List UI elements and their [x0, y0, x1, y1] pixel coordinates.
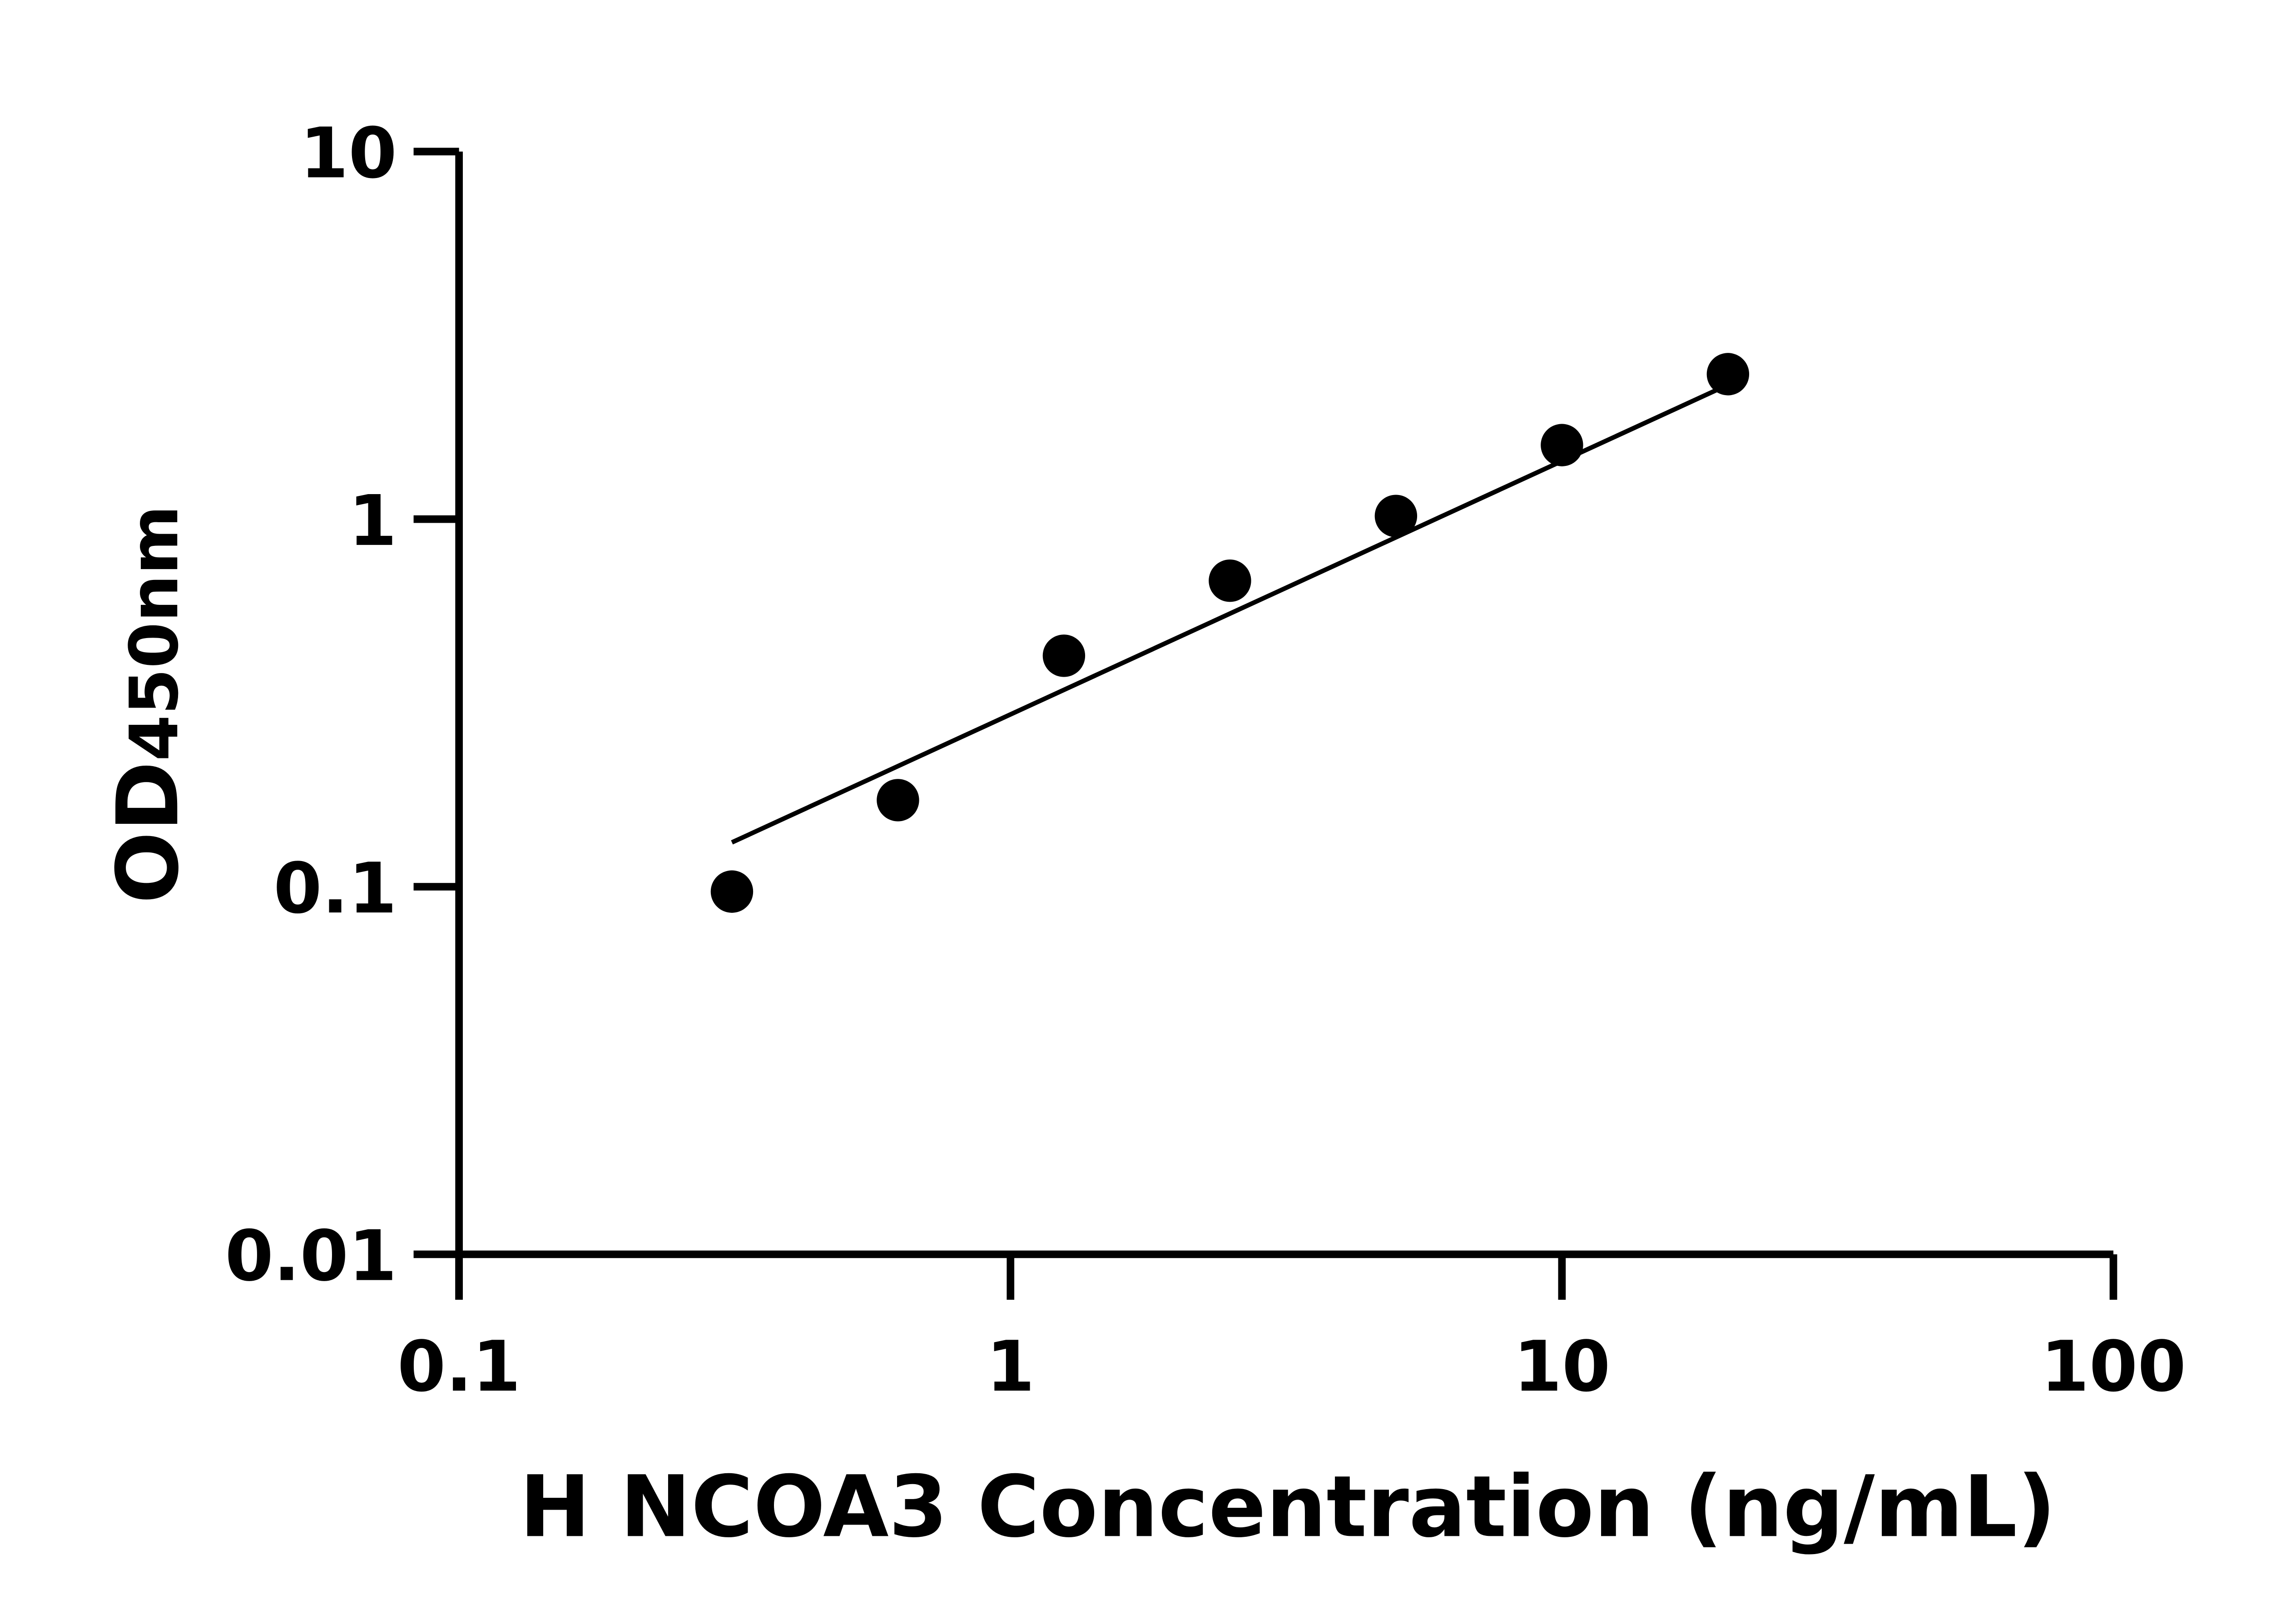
data-point	[1209, 559, 1251, 602]
x-tick-label: 0.1	[397, 1327, 521, 1407]
y-tick-label: 1	[348, 481, 397, 562]
data-point	[710, 870, 754, 913]
axes	[455, 151, 2113, 1300]
data-point	[1042, 634, 1086, 677]
y-ticks: 0.01 0.1 1 10	[225, 113, 459, 1297]
x-tick-label: 100	[2041, 1327, 2186, 1407]
data-points	[710, 353, 1750, 913]
data-point	[1541, 424, 1583, 466]
y-tick-label: 0.1	[273, 848, 397, 929]
x-ticks: 0.1 1 10 100	[397, 1254, 2186, 1407]
y-axis-label-main: OD	[99, 761, 198, 904]
data-point	[877, 779, 919, 822]
y-tick-label: 10	[300, 113, 397, 194]
x-tick-label: 1	[986, 1327, 1035, 1407]
y-axis-label: OD450nm	[99, 505, 198, 904]
x-axis-label: H NCOA3 Concentration (ng/mL)	[520, 1458, 2056, 1556]
y-axis-label-sub: 450nm	[115, 505, 193, 761]
data-point	[1374, 495, 1418, 537]
x-tick-label: 10	[1513, 1327, 1611, 1407]
y-tick-label: 0.01	[225, 1216, 397, 1297]
data-point	[1706, 353, 1750, 396]
